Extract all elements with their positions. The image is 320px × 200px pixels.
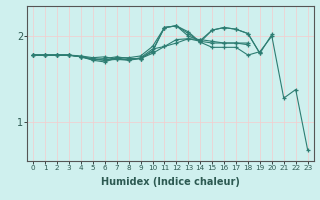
X-axis label: Humidex (Indice chaleur): Humidex (Indice chaleur)	[101, 177, 240, 187]
